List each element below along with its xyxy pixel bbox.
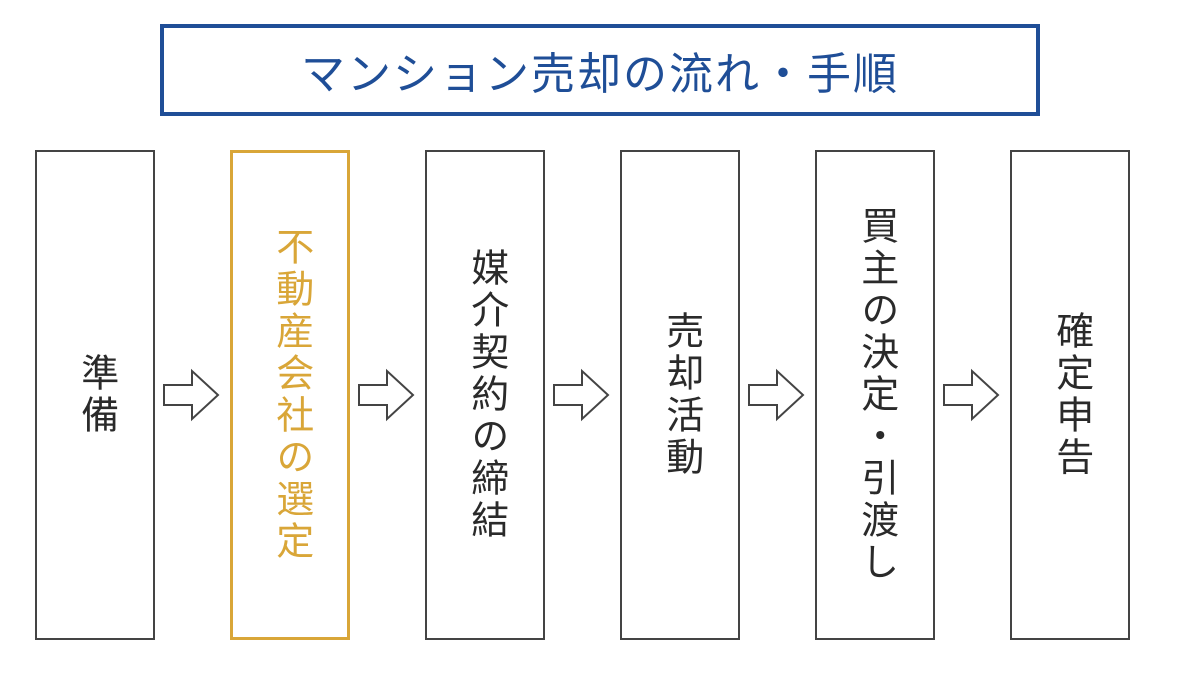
step-box-3: 媒介契約の締結 xyxy=(425,150,545,640)
step-box-4: 売却活動 xyxy=(620,150,740,640)
arrow-right-icon xyxy=(552,367,610,423)
title-text: マンション売却の流れ・手順 xyxy=(301,38,899,102)
step-label-3: 媒介契約の締結 xyxy=(462,248,508,542)
step-label-5: 買主の決定・引渡し xyxy=(852,206,898,584)
arrow-right-icon xyxy=(942,367,1000,423)
arrow-right-icon xyxy=(357,367,415,423)
step-box-1: 準備 xyxy=(35,150,155,640)
step-label-6: 確定申告 xyxy=(1047,311,1093,479)
flowchart-canvas: マンション売却の流れ・手順準備 不動産会社の選定 媒介契約の締結 売却活動 買主の決定・… xyxy=(0,0,1200,675)
step-box-6: 確定申告 xyxy=(1010,150,1130,640)
step-label-2: 不動産会社の選定 xyxy=(267,227,313,563)
step-box-2: 不動産会社の選定 xyxy=(230,150,350,640)
arrow-right-icon xyxy=(162,367,220,423)
step-label-1: 準備 xyxy=(72,353,118,437)
step-label-4: 売却活動 xyxy=(657,311,703,479)
step-box-5: 買主の決定・引渡し xyxy=(815,150,935,640)
title-box: マンション売却の流れ・手順 xyxy=(160,24,1040,116)
arrow-right-icon xyxy=(747,367,805,423)
